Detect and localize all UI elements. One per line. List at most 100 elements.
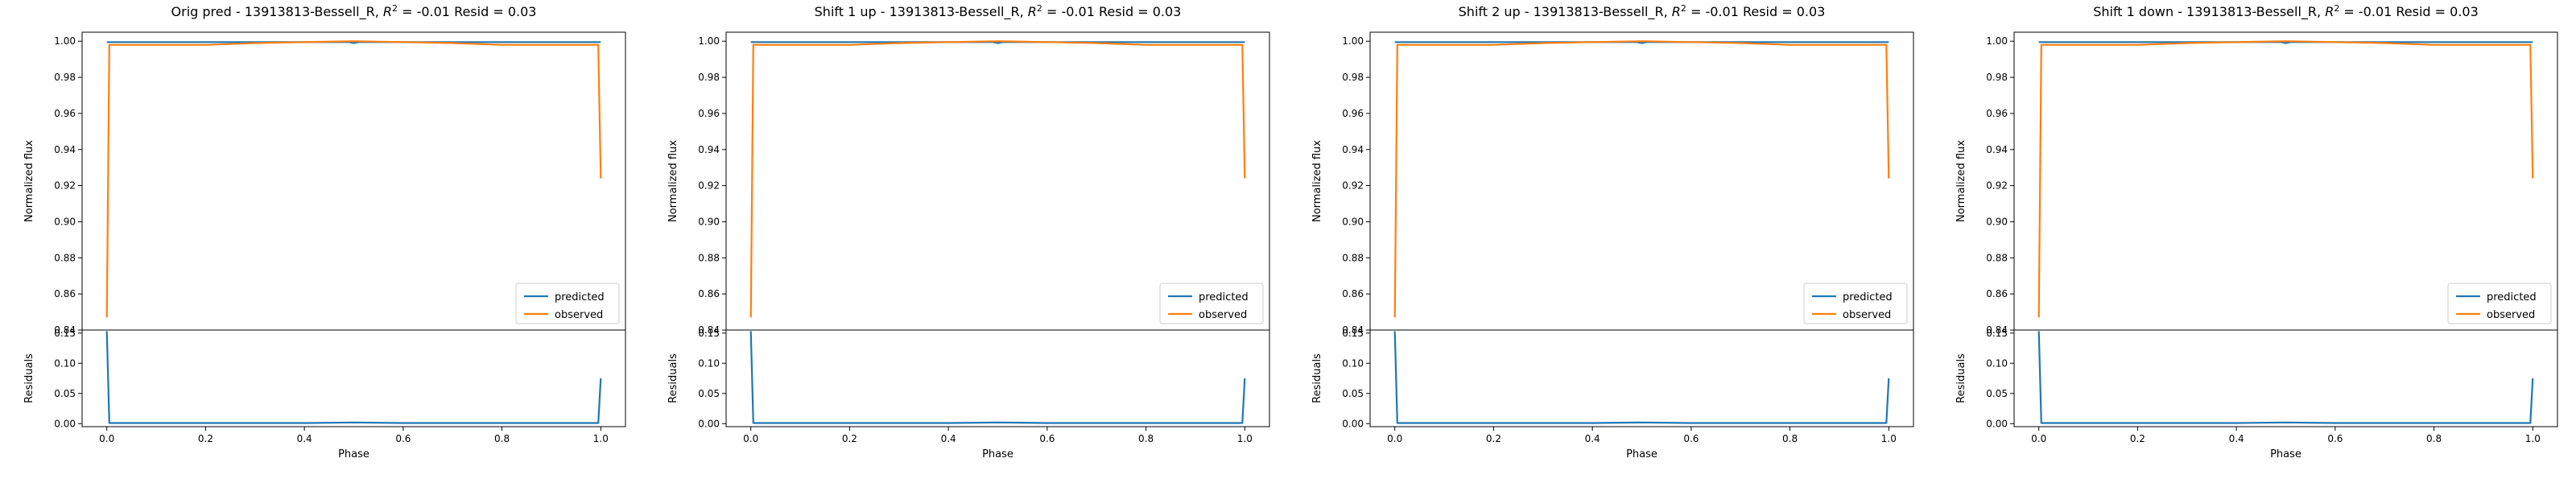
residual-axes-frame [81,329,626,427]
x-tick-label: 0.0 [2031,433,2046,444]
residual-y-tick-label: 0.15 [1986,328,2008,339]
y-tick-label: 0.94 [1342,144,1364,155]
y-tick-label: 0.86 [1986,288,2008,299]
y-tick-label: 0.84 [698,324,720,336]
residual-y-tick-label: 0.05 [1986,388,2008,399]
y-tick-label: 0.98 [1986,72,2008,83]
y-tick-label: 0.86 [54,288,76,299]
x-tick-label: 0.4 [297,433,312,444]
y-tick-label: 0.84 [54,324,76,336]
x-tick-label: 0.8 [494,433,510,444]
x-tick-label: 0.6 [1683,433,1699,444]
x-axis-label: Phase [982,448,1013,460]
legend-entry-predicted: predicted [1843,291,1893,303]
residual-y-tick-label: 0.00 [1986,418,2008,429]
y-tick-label: 0.96 [54,108,76,119]
y-tick-label: 0.88 [1342,252,1364,263]
x-tick-label: 0.8 [1138,433,1154,444]
residual-axes-frame [1369,329,1914,427]
y-tick-label: 1.00 [1342,35,1364,47]
x-tick-label: 0.2 [842,433,857,444]
y-tick-label: 0.98 [1342,72,1364,83]
residual-line [2037,331,2534,424]
y-tick-label: 0.92 [698,180,720,192]
y-tick-label: 0.90 [54,216,76,227]
residual-y-tick-label: 0.10 [54,357,76,369]
residual-line [749,331,1246,424]
y-axis-label: Normalized flux [23,140,35,222]
x-tick-label: 0.0 [99,433,114,444]
chart-title: Shift 1 down - 13913813-Bessell_R, R2 = … [2093,3,2479,20]
residual-y-axis-label: Residuals [667,353,679,403]
y-tick-label: 1.00 [1986,35,2008,47]
residual-y-tick-label: 0.00 [54,418,76,429]
series-predicted-line [2038,41,2533,44]
series-predicted-line [750,41,1245,44]
y-axis-label: Normalized flux [1955,140,1967,222]
y-tick-label: 1.00 [698,35,720,47]
y-tick-label: 0.92 [1342,180,1364,192]
residual-y-tick-label: 0.10 [698,357,720,369]
residual-y-tick-label: 0.00 [1342,418,1364,429]
series-observed-line [105,40,602,318]
x-tick-label: 0.8 [1782,433,1798,444]
y-tick-label: 0.94 [54,144,76,155]
residual-y-tick-label: 0.15 [54,328,76,339]
series-observed-line [2037,40,2534,318]
residual-y-axis-label: Residuals [23,353,35,403]
chart-title: Orig pred - 13913813-Bessell_R, R2 = -0.… [171,3,537,20]
y-axis-label: Normalized flux [1311,140,1323,222]
y-tick-label: 0.92 [1986,180,2008,192]
residual-line [105,331,602,424]
y-tick-label: 0.86 [1342,288,1364,299]
x-tick-label: 0.4 [941,433,956,444]
y-tick-label: 0.84 [1986,324,2008,336]
legend-entry-observed: observed [2487,309,2535,321]
legend-entry-observed: observed [1199,309,1247,321]
residual-y-tick-label: 0.05 [1342,388,1364,399]
x-tick-label: 0.2 [2130,433,2145,444]
x-axis-label: Phase [1626,448,1657,460]
x-tick-label: 1.0 [1881,433,1897,444]
y-tick-label: 0.88 [1986,252,2008,263]
x-tick-label: 1.0 [2525,433,2541,444]
y-tick-label: 0.88 [698,252,720,263]
residual-axes-frame [725,329,1270,427]
residual-y-axis-label: Residuals [1955,353,1967,403]
x-tick-label: 0.6 [1039,433,1055,444]
residual-y-tick-label: 0.15 [698,328,720,339]
x-axis-label: Phase [338,448,369,460]
residual-y-tick-label: 0.10 [1342,357,1364,369]
x-tick-label: 0.8 [2426,433,2442,444]
series-observed-line [749,40,1246,318]
y-axis-label: Normalized flux [667,140,679,222]
x-tick-label: 1.0 [1237,433,1253,444]
y-tick-label: 0.86 [698,288,720,299]
residual-line [1393,331,1890,424]
x-tick-label: 0.0 [1387,433,1402,444]
x-axis-label: Phase [2270,448,2301,460]
x-tick-label: 0.2 [1486,433,1501,444]
x-tick-label: 0.6 [395,433,411,444]
x-tick-label: 0.4 [2229,433,2244,444]
y-tick-label: 1.00 [54,35,76,47]
legend-entry-predicted: predicted [555,291,605,303]
legend-entry-predicted: predicted [1199,291,1249,303]
residual-y-tick-label: 0.05 [698,388,720,399]
x-tick-label: 0.2 [198,433,213,444]
x-tick-label: 0.6 [2327,433,2343,444]
x-tick-label: 1.0 [593,433,609,444]
y-tick-label: 0.90 [1342,216,1364,227]
series-predicted-line [106,41,601,44]
legend-entry-observed: observed [555,309,603,321]
y-tick-label: 0.98 [698,72,720,83]
chart-title: Shift 2 up - 13913813-Bessell_R, R2 = -0… [1459,3,1826,20]
residual-y-tick-label: 0.00 [698,418,720,429]
residual-y-axis-label: Residuals [1311,353,1323,403]
residual-y-tick-label: 0.05 [54,388,76,399]
chart-title: Shift 1 up - 13913813-Bessell_R, R2 = -0… [815,3,1182,20]
legend-entry-predicted: predicted [2487,291,2537,303]
y-tick-label: 0.96 [1986,108,2008,119]
residual-axes-frame [2013,329,2558,427]
